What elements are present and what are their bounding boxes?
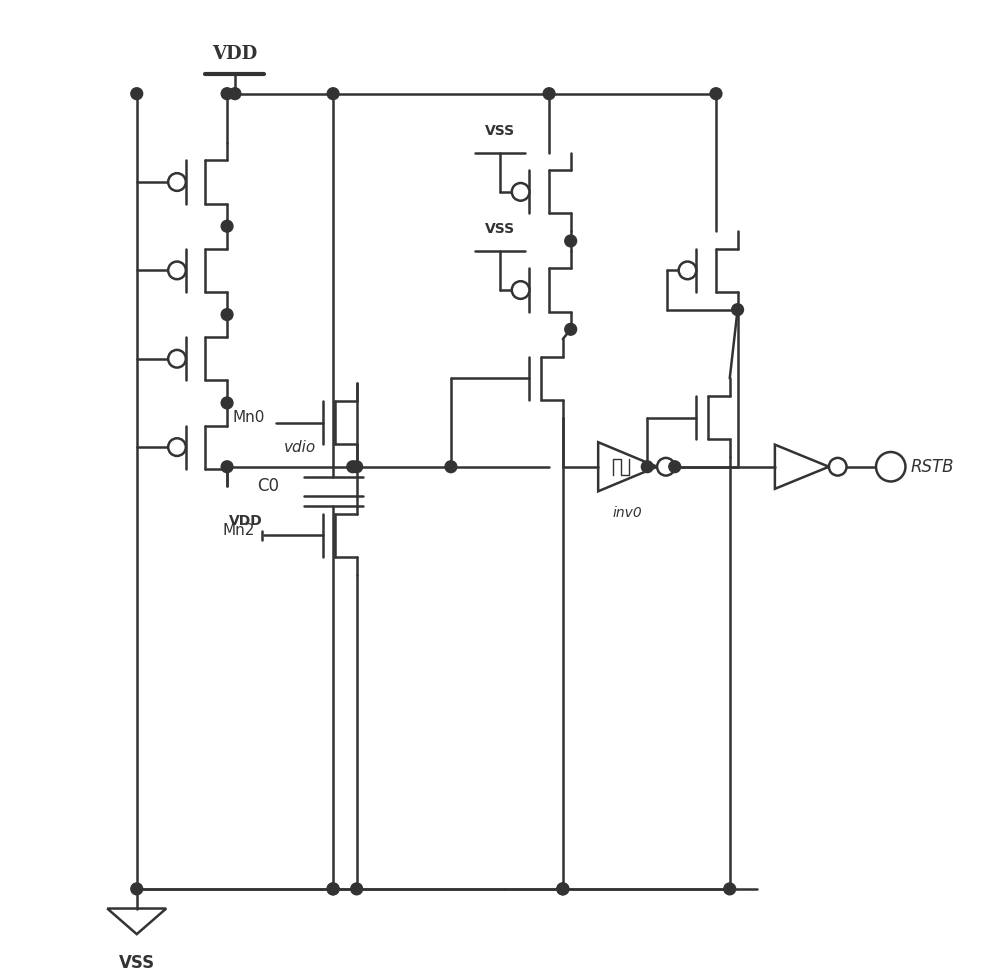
Circle shape <box>512 183 529 201</box>
Circle shape <box>565 323 577 335</box>
Text: C0: C0 <box>257 477 279 496</box>
Circle shape <box>221 220 233 232</box>
Circle shape <box>710 88 722 99</box>
Circle shape <box>732 304 743 316</box>
Circle shape <box>557 883 569 895</box>
Circle shape <box>327 88 339 99</box>
Circle shape <box>221 397 233 409</box>
Circle shape <box>543 88 555 99</box>
Text: Mn0: Mn0 <box>232 410 264 426</box>
Circle shape <box>351 883 363 895</box>
Circle shape <box>679 262 696 280</box>
Text: VSS: VSS <box>119 954 155 972</box>
Circle shape <box>168 262 186 280</box>
Circle shape <box>229 88 241 99</box>
Circle shape <box>168 350 186 367</box>
Circle shape <box>347 461 359 472</box>
Circle shape <box>131 883 143 895</box>
Circle shape <box>669 461 681 472</box>
Circle shape <box>327 883 339 895</box>
Circle shape <box>445 461 457 472</box>
Circle shape <box>829 458 847 475</box>
Text: VSS: VSS <box>485 124 515 138</box>
Circle shape <box>131 88 143 99</box>
Circle shape <box>221 309 233 320</box>
Circle shape <box>641 461 653 472</box>
Circle shape <box>221 461 233 472</box>
Text: VDD: VDD <box>229 513 262 528</box>
Circle shape <box>168 438 186 456</box>
Circle shape <box>557 883 569 895</box>
Circle shape <box>168 173 186 191</box>
Text: inv0: inv0 <box>613 506 643 520</box>
Circle shape <box>351 461 363 472</box>
Text: VSS: VSS <box>485 222 515 236</box>
Circle shape <box>724 883 736 895</box>
Circle shape <box>221 88 233 99</box>
Circle shape <box>657 458 675 475</box>
Circle shape <box>565 235 577 246</box>
Circle shape <box>512 281 529 299</box>
Circle shape <box>327 883 339 895</box>
Text: VDD: VDD <box>212 46 258 63</box>
Text: vdio: vdio <box>284 440 316 455</box>
Text: Mn2: Mn2 <box>222 523 255 538</box>
Circle shape <box>876 452 905 481</box>
Text: RSTB: RSTB <box>910 458 954 475</box>
